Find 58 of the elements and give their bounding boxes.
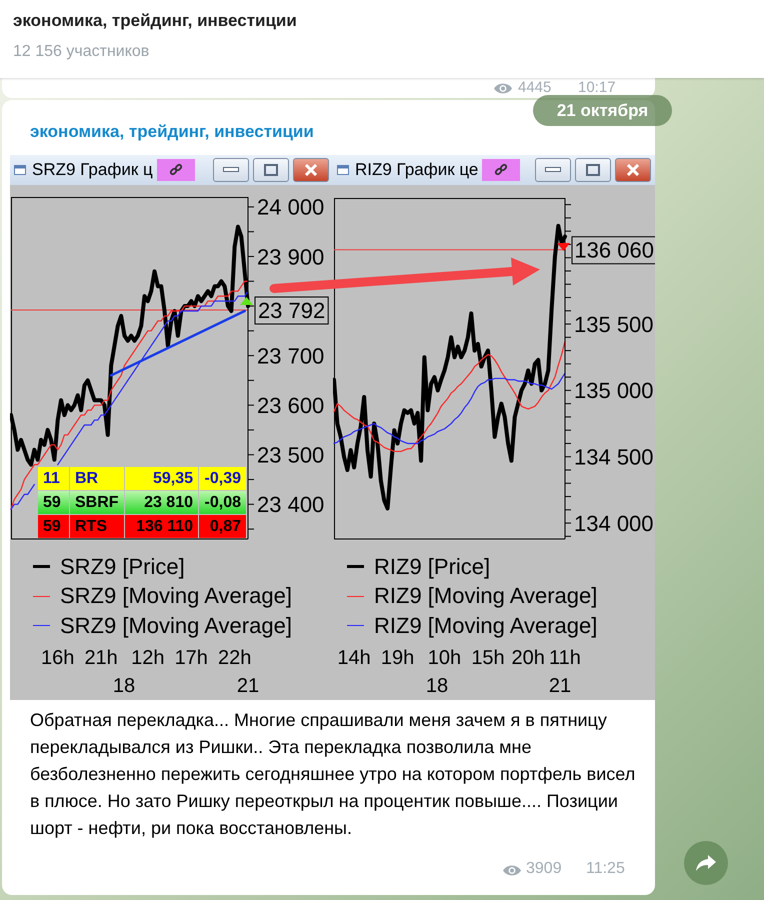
text: 18: [424, 674, 450, 699]
annotation: 59: [38, 515, 69, 538]
x-tick-label: 19h: [380, 647, 414, 669]
chart-title: SRZ9 График ц: [32, 160, 153, 180]
text: 12 156 участников: [13, 43, 150, 61]
annotation: 136 110: [125, 515, 198, 538]
legend-label: RIZ9 [Moving Average]: [374, 612, 598, 639]
text: 3909: [526, 860, 562, 878]
x-tick-label: 17h: [174, 647, 208, 669]
x-tick-label: 10h: [428, 647, 462, 669]
text: 18: [112, 674, 136, 699]
annotation: SBRF: [70, 491, 124, 514]
legend-label: SRZ9 [Moving Average]: [60, 583, 292, 610]
annotation: 0,87: [199, 515, 246, 538]
ref-line-label: 136 060: [574, 238, 654, 263]
text: 4445: [518, 79, 552, 96]
x-tick-label: 11h: [549, 647, 581, 669]
y-tick-label: 135 000: [574, 378, 654, 404]
x-tick-label: 12h: [131, 647, 165, 669]
x-tick-label: 15h: [471, 647, 505, 669]
annotation: 23 810: [125, 491, 198, 514]
x-tick-label: 20h: [511, 647, 545, 669]
text: 21 октября: [533, 95, 672, 126]
legend-label: RIZ9 [Moving Average]: [374, 583, 598, 610]
y-tick-label: 23 500: [257, 442, 324, 468]
chart-title: RIZ9 График це: [355, 160, 478, 180]
annotation: 11: [38, 467, 69, 490]
legend-label: RIZ9 [Price]: [374, 554, 490, 580]
annotation: BR: [70, 467, 124, 490]
x-tick-label: 14h: [337, 647, 371, 669]
text: Обратная перекладка... Многие спрашивали меня зачем я в пятницу перекладывался из Ришки.. Эта перекладка позволила мне безболезненно пережить сегодняшнее утро на котором портфель висел в плюсе. Но зато Ришку переоткрыл на процентик повыше.... Позиции шорт - нефти, ри пока восстановлены.: [30, 709, 636, 840]
annotation: 59,35: [125, 467, 198, 490]
annotation: 59: [38, 491, 69, 514]
annotation: -0,39: [199, 467, 246, 490]
text: экономика, трейдинг, инвестиции: [30, 122, 314, 142]
text: 21: [548, 674, 572, 699]
y-tick-label: 23 900: [257, 244, 324, 270]
y-tick-label: 23 600: [257, 392, 324, 418]
text: 21: [236, 674, 260, 699]
annotation: -0,08: [199, 491, 246, 514]
y-tick-label: 135 500: [574, 312, 654, 337]
annotation: RTS: [70, 515, 124, 538]
legend-label: SRZ9 [Moving Average]: [60, 612, 292, 639]
text: 11:25: [586, 860, 625, 878]
y-tick-label: 134 000: [574, 510, 654, 536]
y-tick-label: 23 400: [257, 492, 324, 518]
x-tick-label: 22h: [218, 647, 252, 669]
line-series: [333, 372, 566, 444]
text: экономика, трейдинг, инвестиции: [13, 11, 297, 31]
y-tick-label: 24 000: [257, 194, 324, 220]
legend-label: SRZ9 [Price]: [60, 554, 185, 580]
x-tick-label: 21h: [84, 647, 118, 669]
y-tick-label: 134 500: [574, 444, 654, 470]
text: 10:17: [578, 79, 616, 96]
line-series: [333, 340, 566, 452]
y-tick-label: 23 700: [257, 343, 324, 368]
ref-line-label: 23 792: [258, 298, 326, 323]
x-tick-label: 16h: [41, 647, 74, 669]
